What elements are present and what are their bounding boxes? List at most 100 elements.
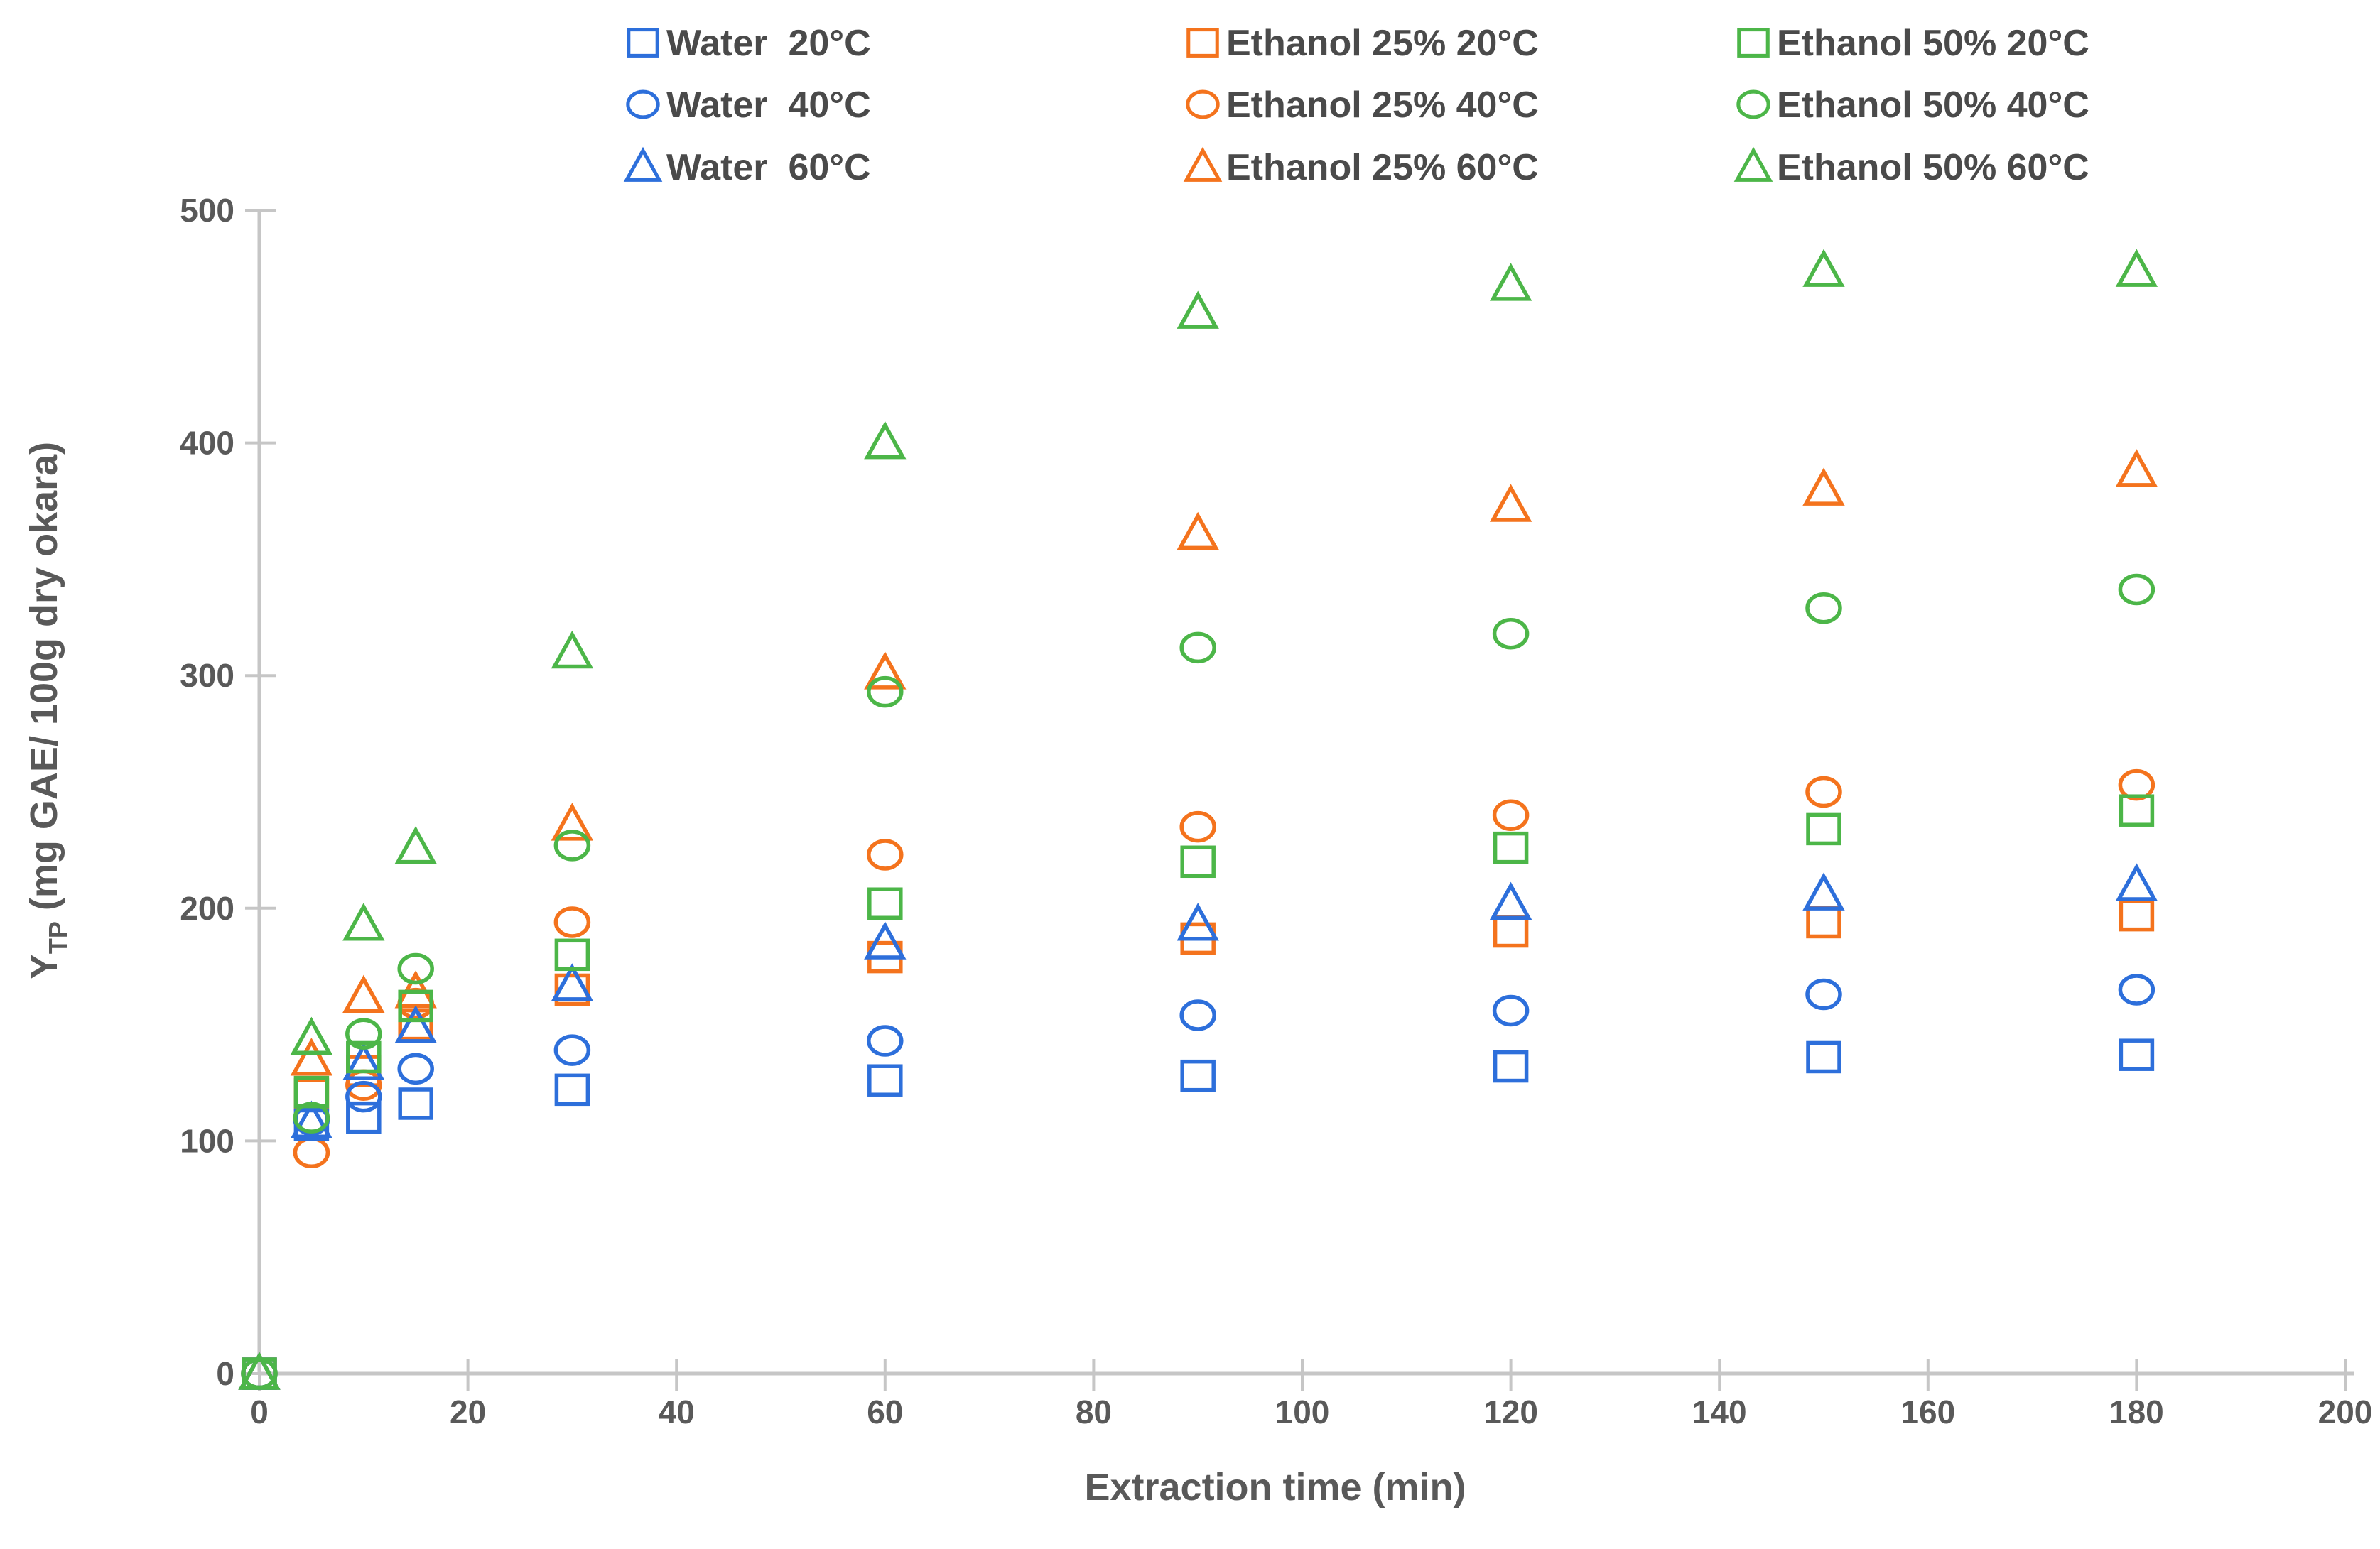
data-point <box>1492 799 1530 832</box>
series-ethanol-25%-40°c <box>241 768 2155 1390</box>
data-point <box>345 1018 382 1050</box>
legend-label: Ethanol 25% 60°C <box>1226 147 1539 188</box>
data-point <box>864 921 907 960</box>
series-ethanol-50%-20°c <box>242 794 2155 1390</box>
data-point <box>398 1087 433 1120</box>
legend-item: Ethanol 25% 40°C <box>1186 85 1539 126</box>
legend-item: Water 20°C <box>627 23 871 64</box>
data-point <box>1179 810 1216 843</box>
series-ethanol-25%-60°c <box>238 449 2158 1390</box>
data-point <box>290 1016 333 1055</box>
data-point <box>398 989 433 1023</box>
data-point <box>293 1075 330 1109</box>
data-point <box>1177 903 1219 941</box>
data-point <box>867 1025 904 1057</box>
data-point <box>864 420 907 460</box>
data-point <box>554 973 590 1006</box>
data-point <box>1493 915 1529 948</box>
data-point <box>1492 617 1530 650</box>
legend-item: Ethanol 50% 60°C <box>1733 146 2089 188</box>
data-point <box>2115 449 2158 487</box>
data-point <box>551 963 594 1001</box>
x-tick-label: 180 <box>2109 1393 2164 1430</box>
data-point <box>1806 812 1841 846</box>
data-point <box>1177 290 1219 329</box>
legend-marker-square <box>627 28 659 58</box>
x-axis-title: Extraction time (min) <box>1084 1466 1466 1509</box>
data-point <box>1179 631 1216 664</box>
data-point <box>397 952 434 985</box>
data-point <box>394 1005 437 1043</box>
data-point <box>2115 249 2158 287</box>
data-point <box>2115 863 2158 901</box>
legend-item: Ethanol 25% 60°C <box>1183 146 1539 188</box>
data-point <box>553 906 591 938</box>
x-tick-label: 100 <box>1275 1393 1330 1430</box>
legend-item: Ethanol 25% 20°C <box>1186 23 1539 64</box>
data-point <box>1805 978 1842 1011</box>
y-axis-title-main: Y <box>23 954 65 979</box>
data-point <box>238 1352 281 1390</box>
y-tick-label: 0 <box>216 1355 234 1392</box>
data-point <box>1805 592 1842 624</box>
data-point <box>290 1100 333 1138</box>
data-point <box>394 825 437 864</box>
legend-label: Ethanol 50% 20°C <box>1777 23 2089 64</box>
legend-label: Water 20°C <box>666 23 871 64</box>
data-point <box>1805 776 1842 808</box>
data-point <box>1806 1040 1841 1074</box>
data-point <box>2118 974 2155 1006</box>
series-water-60°c <box>238 863 2158 1390</box>
data-point <box>867 675 904 708</box>
y-tick-label: 400 <box>180 425 234 462</box>
data-point <box>2119 1038 2155 1071</box>
legend-label: Water 40°C <box>666 85 871 126</box>
data-point <box>1493 1050 1529 1083</box>
data-point <box>867 839 904 871</box>
data-point <box>1802 467 1845 506</box>
data-point <box>342 974 385 1013</box>
data-point <box>553 1034 591 1066</box>
series-water-40°c <box>241 974 2155 1390</box>
legend: Water 20°C Water 40°C Water 60°C Ethanol 25… <box>623 23 2089 188</box>
data-point <box>293 1136 330 1169</box>
data-point <box>553 830 591 862</box>
legend-marker-triangle <box>1733 146 1773 182</box>
data-point <box>864 651 907 690</box>
legend-label: Water 60°C <box>666 147 871 188</box>
data-point <box>342 903 385 941</box>
series-water-20°c <box>242 1038 2155 1390</box>
data-point <box>1493 831 1529 864</box>
data-point <box>1180 845 1216 879</box>
y-axis-title: YTP (mg GAE/ 100g dry okara) <box>23 388 72 1053</box>
data-point <box>554 1073 590 1107</box>
data-point <box>342 1042 385 1081</box>
data-point <box>1489 881 1532 920</box>
x-tick-label: 140 <box>1692 1393 1747 1430</box>
x-tick-label: 60 <box>867 1393 903 1430</box>
data-point <box>293 1102 330 1134</box>
y-tick-label: 100 <box>180 1122 234 1159</box>
legend-label: Ethanol 50% 60°C <box>1777 147 2089 188</box>
axes: 0 100 200 300 400 500 0 20 40 60 80 100 120 140 160 180… <box>180 192 2372 1430</box>
data-point <box>1177 511 1219 550</box>
data-point <box>551 803 594 841</box>
legend-label: Ethanol 50% 40°C <box>1777 85 2089 126</box>
legend-marker-square <box>1186 28 1219 58</box>
data-point <box>2119 898 2155 932</box>
legend-marker-circle <box>1736 89 1770 119</box>
data-points <box>238 249 2158 1390</box>
y-tick-label: 500 <box>180 192 234 229</box>
data-point <box>1489 484 1532 522</box>
series-ethanol-50%-60°c <box>238 249 2158 1390</box>
data-point <box>2118 768 2155 801</box>
data-point <box>1180 1059 1216 1092</box>
legend-item: Water 40°C <box>626 85 871 126</box>
data-point <box>2118 573 2155 606</box>
data-point <box>346 1101 382 1134</box>
x-tick-label: 40 <box>659 1393 695 1430</box>
data-point <box>1802 249 1845 287</box>
data-point <box>346 1040 382 1074</box>
